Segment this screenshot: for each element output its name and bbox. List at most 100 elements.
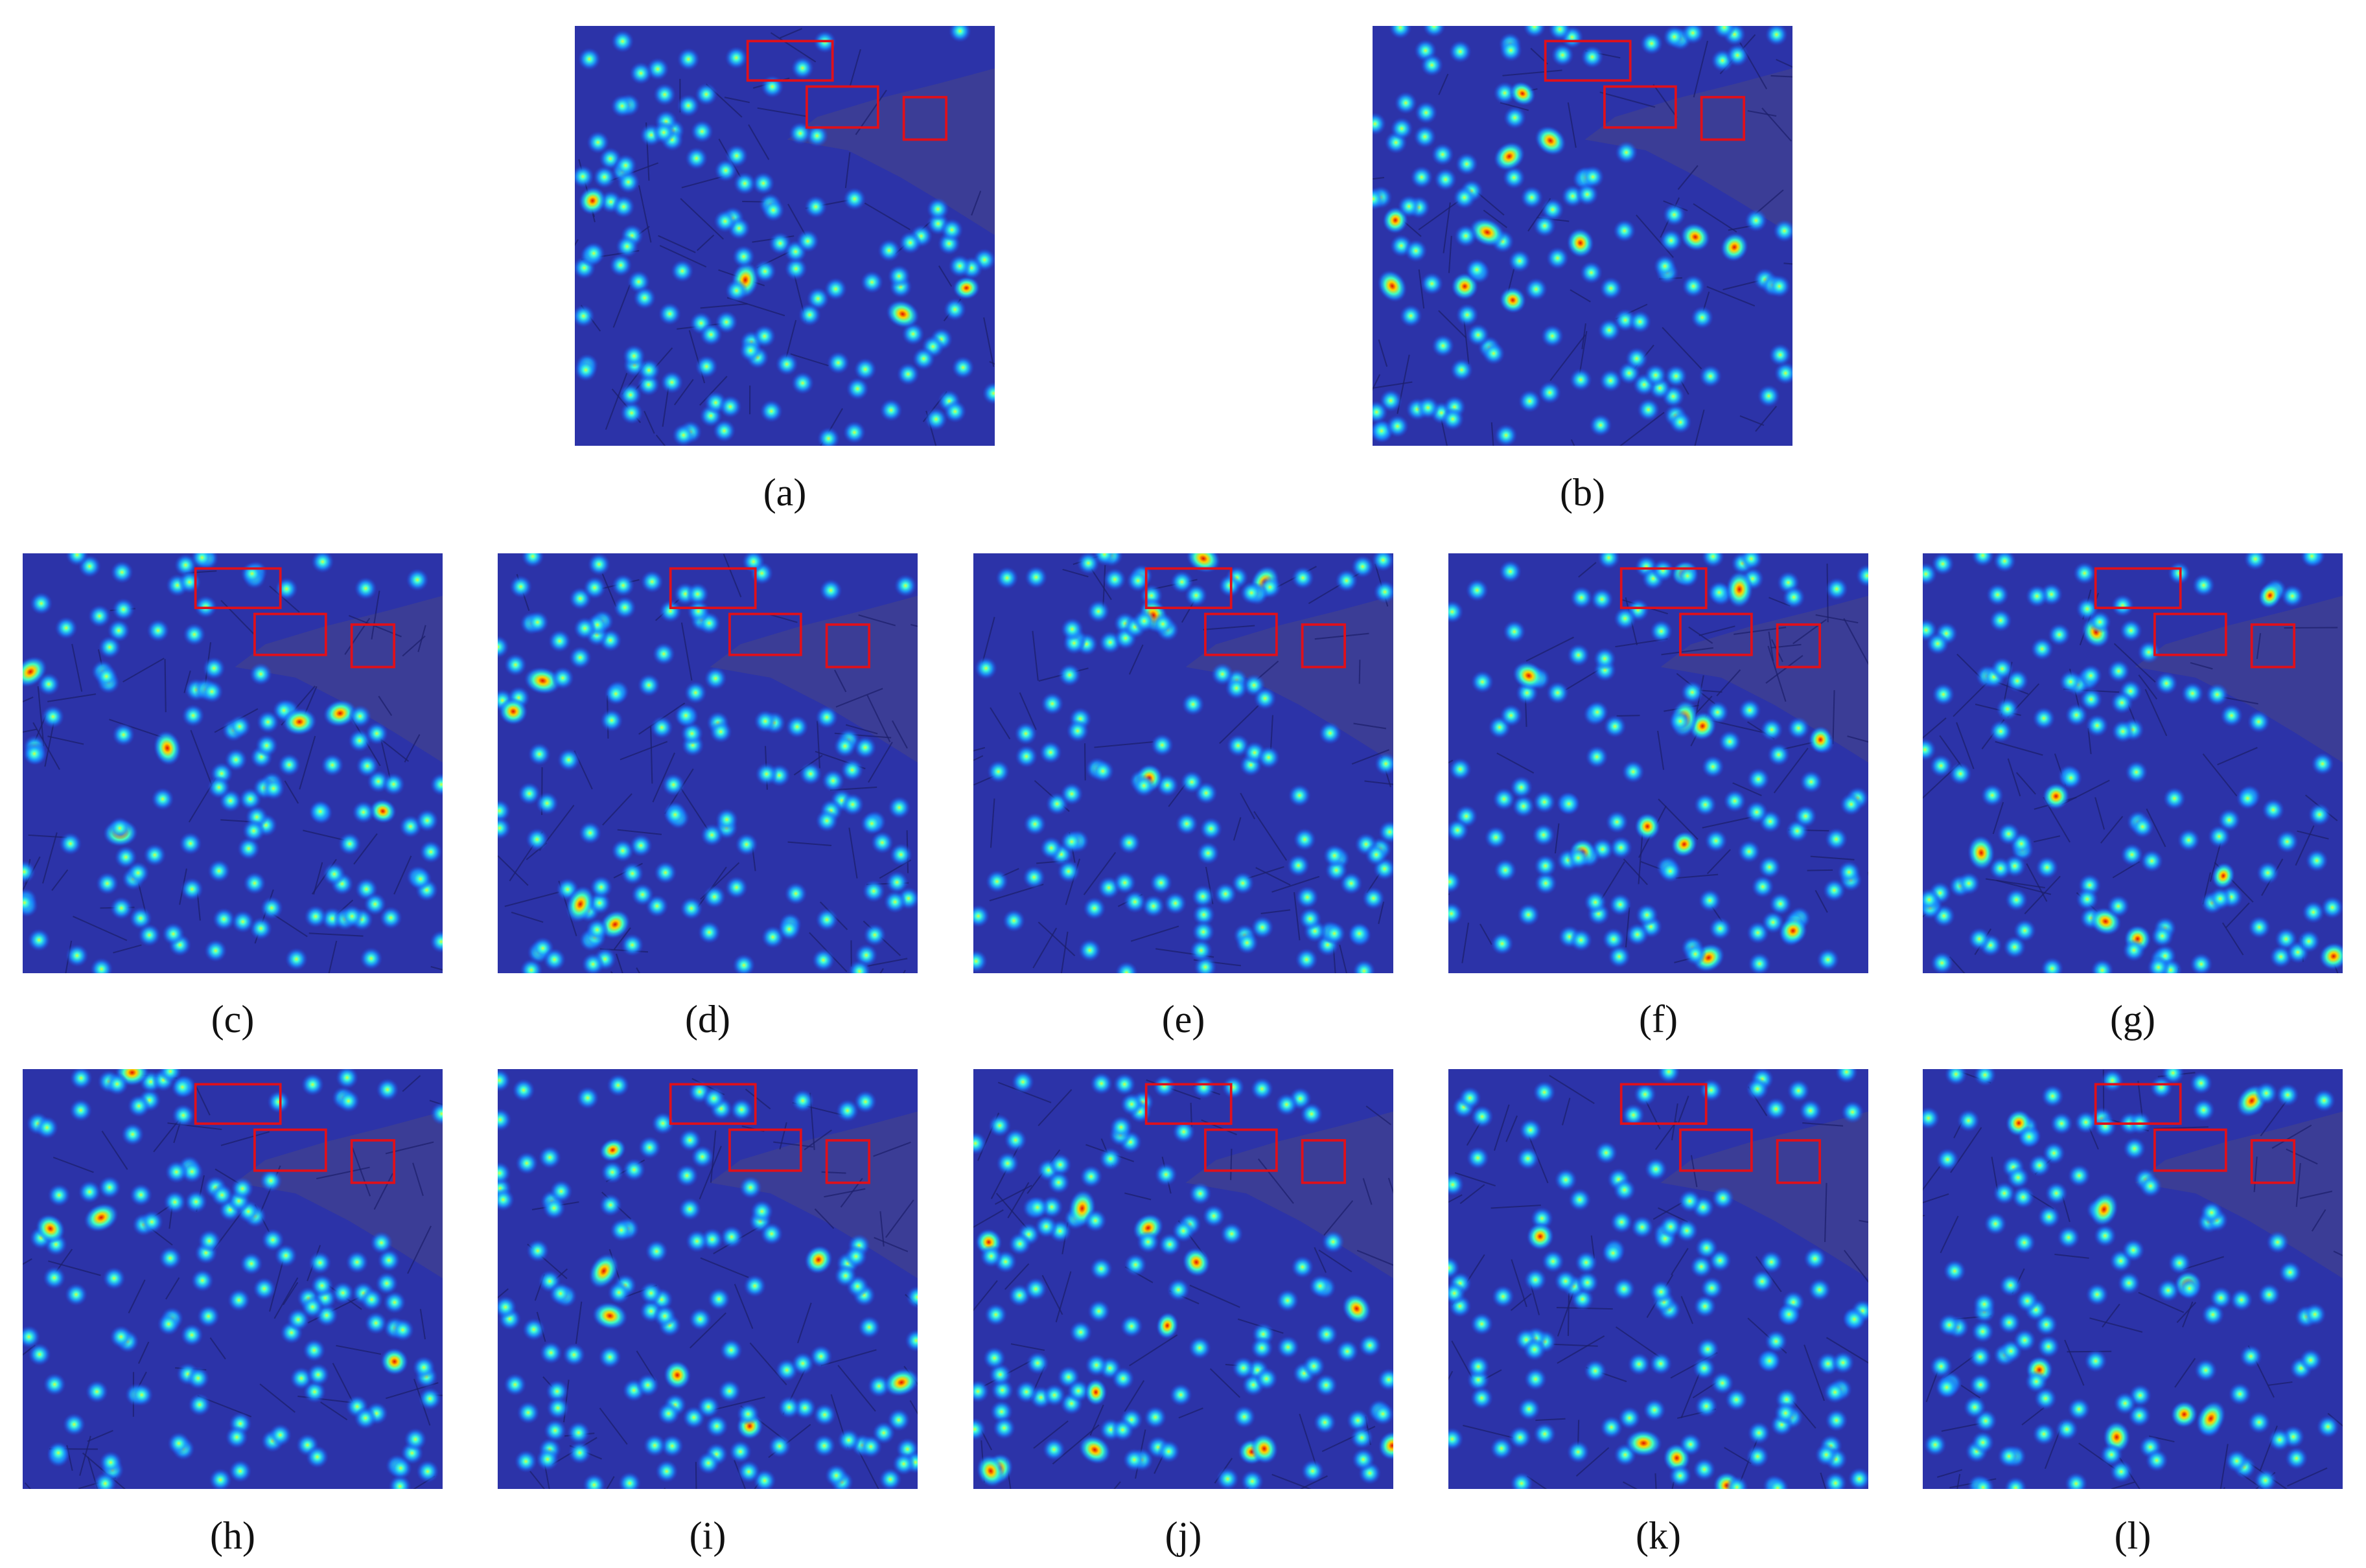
heat-blob [824,1464,848,1487]
cell-edge [336,1344,382,1355]
heat-blob [2073,562,2096,585]
heat-blob [1026,1195,1049,1219]
heat-blob [2091,958,2114,973]
cell-edge [874,1237,909,1252]
heat-blob [1491,1285,1514,1308]
heat-blob [791,371,815,395]
heat-blob [1465,579,1489,602]
heat-blob [1421,272,1444,295]
heat-blob [2107,660,2130,683]
heat-blob [1747,1422,1770,1445]
heat-blob [1855,564,1868,588]
heat-blob [815,908,839,931]
cell-edge [1820,1472,1827,1489]
heat-blob [1181,693,1205,716]
cell-edge [1314,1247,1327,1273]
cell-edge [844,152,851,189]
cell-edge [575,1301,583,1344]
heat-blob [515,1151,539,1175]
heat-blob [23,891,36,914]
heatmap-panel [1923,1069,2343,1489]
heat-blob [2280,584,2304,608]
cell-edge [833,669,847,693]
heat-blob [27,928,51,952]
cell-edge [1847,735,1868,743]
heat-blob [2122,1238,2145,1262]
heat-blob [255,734,279,757]
heat-blob [583,1473,606,1489]
cell-edge [680,622,693,681]
heat-blob [1963,1396,1986,1419]
heat-blob [2041,957,2064,973]
cell-edge [1832,690,1835,744]
heat-blob [2258,582,2282,609]
heat-blob [1122,1448,1146,1471]
heat-blob [888,796,911,819]
heat-blob [1822,879,1846,902]
heat-blob [307,1363,330,1387]
heat-blob [699,323,723,346]
heat-blob [1192,1076,1216,1099]
heat-blob [614,154,637,177]
cell-edge [994,1184,1032,1205]
flat-region [1185,595,1393,763]
heat-blob [754,709,777,733]
heat-blob [1257,746,1281,769]
heat-blob [1047,1171,1071,1194]
heat-blob [286,1308,310,1332]
heat-blob [2155,672,2178,695]
heat-blob [137,923,161,947]
heat-blob [813,1403,837,1427]
cell-edge [1677,1095,1689,1124]
heat-blob [2177,829,2200,852]
heat-blob [860,812,883,835]
heat-blob [546,1396,570,1420]
heat-blob [1944,1069,1967,1086]
heat-blob [1584,890,1607,914]
cell-edge [1625,907,1630,948]
heat-blob [522,1318,546,1341]
heat-blob [824,277,848,301]
heat-blob [364,1311,388,1335]
heat-blob [375,1272,399,1295]
cell-edge [373,1173,394,1210]
heat-blob [804,195,828,218]
cell-edge [1178,1407,1203,1419]
panel-label: (h) [210,1514,255,1557]
heat-blob [1196,842,1220,865]
heat-blob [784,257,807,281]
cell-edge [1732,782,1762,796]
heat-blob [1137,1230,1160,1254]
heat-blob [1467,323,1490,347]
heat-blob [356,754,379,778]
heat-blob [249,662,272,686]
cell-edge [814,1208,835,1229]
cell-edge [23,696,34,703]
heat-blob [127,1094,150,1118]
heat-blob [1824,1381,1847,1404]
cell-edge [23,728,38,733]
heat-blob [498,1188,515,1212]
heat-blob [567,1421,590,1444]
heat-blob [1669,411,1692,434]
heat-blob [730,1098,753,1122]
cell-edge [797,1302,812,1344]
heat-blob [544,1419,567,1442]
heat-blob [887,1409,910,1432]
heat-blob [1680,680,1704,704]
cell-edge [1995,741,2043,756]
heat-blob [1923,888,1941,912]
highlight-box [746,40,834,82]
heat-blob [310,1274,334,1297]
heat-blob [1541,1250,1565,1273]
heat-blob [687,599,710,623]
heat-blob [789,122,812,145]
cell-edge [320,1401,348,1421]
cell-edge [402,1075,421,1092]
heat-blob [1693,1295,1717,1318]
heat-blob [678,1129,702,1152]
heat-blob [419,1387,442,1411]
heat-blob [883,890,907,914]
heat-blob [575,358,597,382]
heat-blob [879,398,903,422]
